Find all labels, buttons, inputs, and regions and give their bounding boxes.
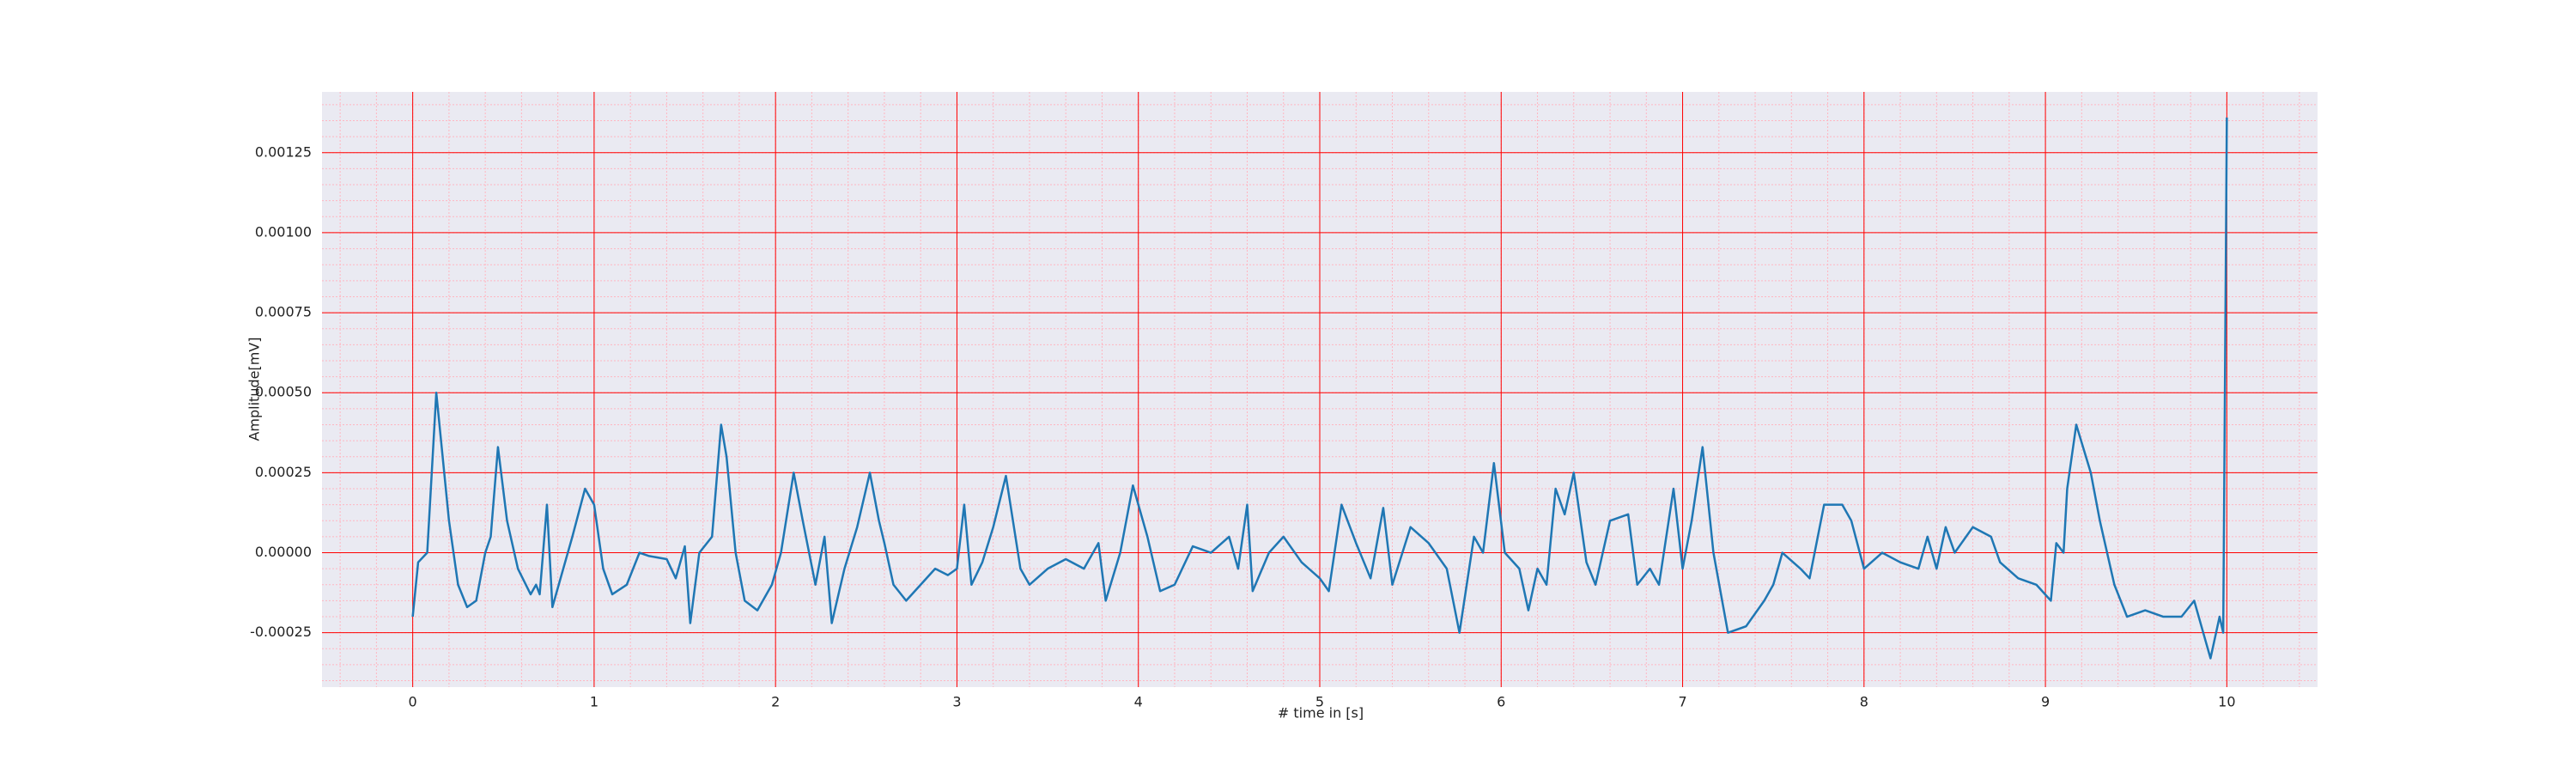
y-tick-label: 0.00000 [255,544,312,560]
x-tick-label: 5 [1315,694,1324,710]
y-tick-label: 0.00100 [255,223,312,240]
x-tick-label: 6 [1497,694,1505,710]
x-tick-label: 3 [952,694,961,710]
x-tick-label: 9 [2041,694,2050,710]
x-tick-label: 0 [409,694,417,710]
y-tick-label: 0.00025 [255,464,312,480]
y-tick-label: -0.00025 [250,624,312,640]
y-tick-label: 0.00125 [255,143,312,160]
x-tick-label: 10 [2218,694,2235,710]
x-tick-label: 1 [590,694,598,710]
signal-line [411,117,2228,660]
x-axis-label: # time in [s] [1278,705,1364,721]
y-axis-label: Amplitude[mV] [246,337,263,441]
x-tick-label: 4 [1134,694,1143,710]
y-tick-label: 0.00050 [255,384,312,400]
x-tick-label: 7 [1678,694,1686,710]
y-tick-label: 0.00075 [255,304,312,320]
x-tick-label: 2 [771,694,780,710]
x-tick-label: 8 [1860,694,1868,710]
